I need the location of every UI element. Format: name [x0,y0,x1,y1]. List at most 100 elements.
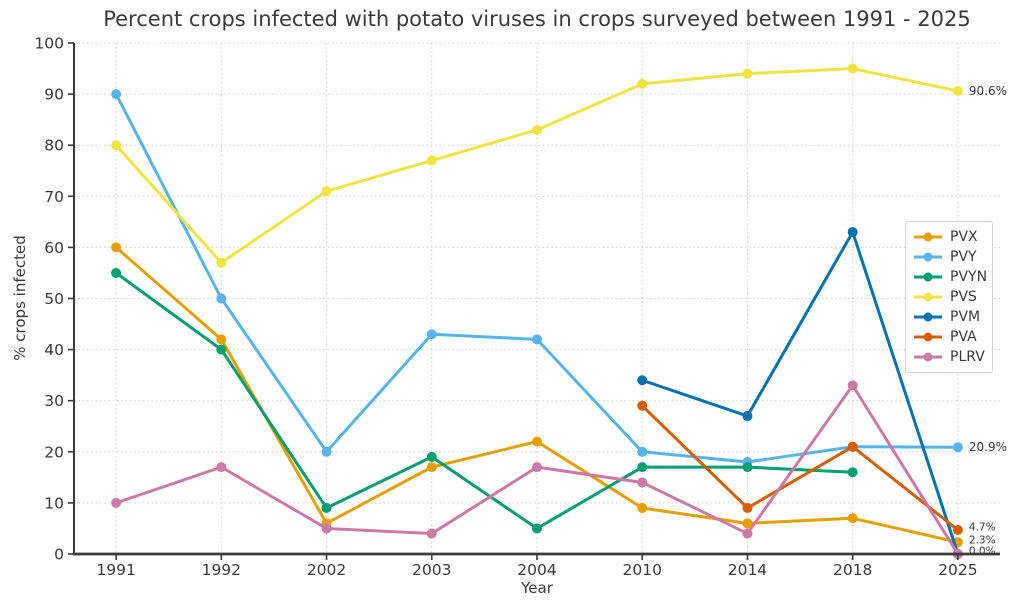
legend-label: PVY [950,249,977,265]
annotation: 0.0% [969,545,996,557]
series-marker-PVA [952,524,963,535]
series-marker-PVS [742,68,753,79]
series-marker-PVS [111,140,122,151]
y-tick-label: 100 [34,35,64,53]
series-marker-PLRV [321,523,332,534]
series-line-PVYN [114,271,855,530]
series-marker-PVY [321,446,332,457]
x-tick-label: 1992 [202,561,241,579]
annotation: 2.3% [969,535,996,547]
annotation: 20.9% [969,440,1007,454]
legend-swatch-PLRV [914,352,942,362]
series-marker-PVX [742,518,753,529]
y-tick-label: 0 [54,546,64,564]
series-marker-PVM [742,411,753,422]
x-tick-label: 2010 [623,561,662,579]
series-marker-PVS [847,63,858,74]
series-marker-PVS [952,86,963,97]
series-marker-PVX [532,436,542,447]
legend-label: PVX [950,229,978,245]
series-marker-PVYN [532,523,542,534]
series-marker-PVA [847,441,858,452]
x-tick-label: 2003 [412,561,451,579]
x-tick-label: 1991 [96,561,135,579]
series-marker-PVYN [321,503,332,514]
series-line-PVA [640,404,960,532]
series-marker-PVY [216,293,227,304]
series-marker-PLRV [847,380,858,391]
y-tick-label: 30 [44,392,64,410]
series-marker-PVYN [847,467,858,478]
series-marker-PVY [952,442,963,453]
x-tick-label: 2004 [517,561,556,579]
legend-swatch-PVM [914,312,942,322]
series-marker-PVX [216,334,227,345]
series-marker-PLRV [111,497,122,508]
series-line-PVY [114,92,960,464]
y-tick-label: 60 [44,239,64,257]
series-marker-PVYN [426,451,437,462]
series-marker-PVY [426,329,437,340]
series-marker-PVX [426,462,437,473]
legend-item-PVS: PVS [913,287,985,307]
series-marker-PVY [111,89,122,100]
series-marker-PVS [637,78,648,89]
series-marker-PVX [637,503,648,514]
y-tick-label: 50 [44,290,64,308]
legend-label: PLRV [950,349,985,365]
y-tick-label: 90 [44,86,64,104]
series-marker-PVY [637,446,648,457]
x-tick-label: 2018 [833,561,872,579]
y-tick-label: 10 [44,494,64,512]
y-tick-label: 20 [44,443,64,461]
series-marker-PVS [216,257,227,268]
series-marker-PVYN [216,344,227,355]
legend-item-PVY: PVY [913,247,985,267]
series-marker-PLRV [637,477,648,488]
legend-label: PVYN [950,269,988,285]
series-marker-PVYN [637,462,648,473]
legend-swatch-PVY [914,252,942,262]
series-marker-PVYN [111,267,122,278]
series-marker-PVS [321,186,332,197]
x-tick-label: 2002 [307,561,346,579]
legend-label: PVM [950,309,981,325]
series-line-PVX [114,245,960,544]
legend-item-PLRV: PLRV [913,347,985,367]
legend-item-PVYN: PVYN [913,267,988,287]
annotation: 90.6% [969,84,1007,98]
legend-swatch-PVA [914,332,942,342]
x-tick-label: 2014 [728,561,767,579]
series-marker-PVS [426,155,437,166]
series-marker-PVS [532,124,542,135]
legend-swatch-PVS [914,292,942,302]
y-tick-label: 80 [44,137,64,155]
y-tick-label: 40 [44,341,64,359]
x-axis-label: Year [521,579,553,597]
series-marker-PLRV [216,462,227,473]
series-marker-PVX [847,513,858,524]
series-line-PVM [640,230,960,556]
legend-label: PVA [950,329,977,345]
series-marker-PVX [111,242,122,253]
series-marker-PLRV [742,528,753,539]
x-tick-label: 2025 [938,561,977,579]
legend-item-PVX: PVX [913,227,985,247]
series-marker-PVM [847,227,858,238]
series-marker-PVY [532,334,542,345]
series-marker-PVM [637,375,648,386]
series-marker-PVYN [742,462,753,473]
series-marker-PVA [637,400,648,411]
y-tick-label: 70 [44,188,64,206]
series-marker-PVA [742,503,753,514]
legend-item-PVA: PVA [913,327,985,347]
legend-item-PVM: PVM [913,307,985,327]
legend-swatch-PVYN [914,272,942,282]
legend: PVX PVY PVYN PVS PVM PVA PLRV [905,221,993,373]
legend-label: PVS [950,289,977,305]
annotation: 4.7% [969,521,996,533]
chart-title: Percent crops infected with potato virus… [103,7,971,31]
series-marker-PLRV [426,528,437,539]
